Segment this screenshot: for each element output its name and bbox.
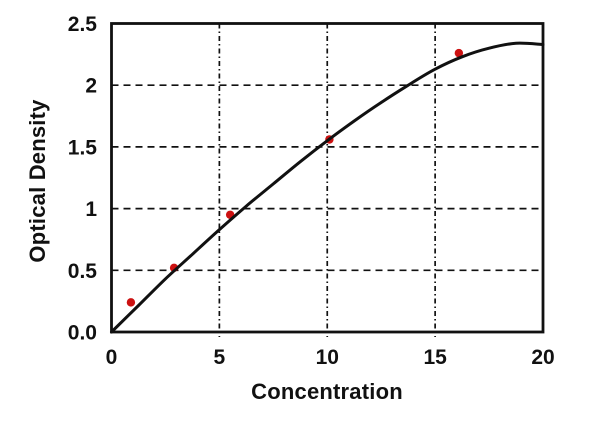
y-tick-label: 0.0: [68, 322, 97, 345]
x-tick-label: 10: [316, 346, 339, 369]
y-axis-title: Optical Density: [25, 99, 50, 263]
y-tick-label: 1: [85, 198, 97, 221]
x-tick-label: 20: [531, 346, 554, 369]
y-tick-label: 1.5: [68, 136, 98, 159]
fit-curve: [110, 41, 545, 334]
plot-frame: [110, 22, 545, 334]
y-tick-label: 0.5: [68, 260, 98, 283]
data-point: [126, 298, 136, 307]
x-axis-title: Concentration: [251, 379, 403, 404]
data-point: [454, 48, 464, 58]
x-tick-label: 0: [106, 346, 118, 369]
x-tick-label: 5: [214, 346, 226, 369]
y-tick-label: 2: [85, 75, 97, 98]
y-tick-label: 2.5: [68, 13, 98, 36]
x-tick-label: 15: [423, 346, 447, 369]
